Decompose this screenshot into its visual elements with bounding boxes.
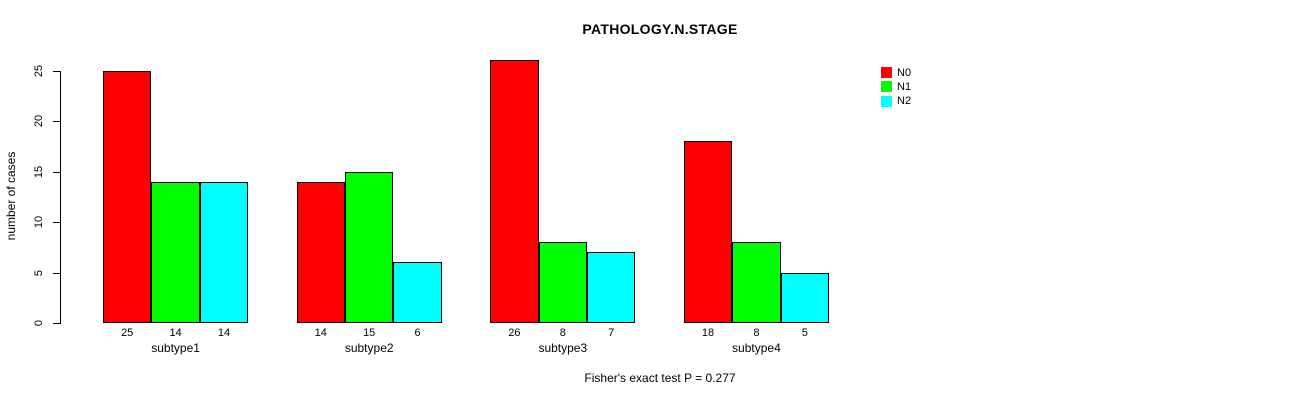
- bar-n0-subtype2: [296, 181, 345, 323]
- bar-value-label: 5: [801, 327, 808, 339]
- y-axis-tick: [53, 323, 60, 324]
- bar-value-label: 14: [314, 327, 327, 339]
- legend-label: N0: [897, 66, 912, 79]
- y-axis-tick-label: 0: [33, 319, 45, 327]
- y-axis-tick-label: 10: [33, 215, 45, 229]
- legend-item-n2: N2: [881, 95, 911, 107]
- bar-n2-subtype2: [393, 262, 442, 323]
- y-axis-tick-label: 15: [33, 165, 45, 178]
- bar-value-label: 8: [753, 327, 760, 339]
- legend-label: N2: [897, 95, 912, 107]
- category-label: subtype1: [151, 341, 200, 355]
- bar-value-label: 8: [559, 327, 566, 339]
- bar-n0-subtype3: [490, 60, 539, 323]
- bar-value-label: 26: [508, 327, 521, 339]
- bar-n1-subtype2: [345, 171, 394, 323]
- y-axis-tick-label: 20: [33, 114, 45, 128]
- y-axis-tick: [53, 272, 60, 274]
- legend-swatch-n2: [881, 95, 892, 107]
- bar-value-label: 15: [363, 327, 376, 339]
- legend-item-n1: N1: [881, 81, 911, 93]
- bar-n2-subtype1: [199, 181, 249, 323]
- legend-swatch-n1: [881, 81, 892, 93]
- legend-item-n0: N0: [881, 67, 911, 79]
- category-label: subtype3: [538, 341, 588, 355]
- bar-value-label: 14: [169, 327, 182, 339]
- bar-n0-subtype1: [103, 70, 152, 323]
- category-label: subtype4: [732, 341, 781, 355]
- y-axis-tick-label: 25: [33, 64, 45, 77]
- legend-swatch-n0: [881, 67, 892, 78]
- bar-value-label: 6: [414, 327, 421, 339]
- bar-n0-subtype4: [683, 141, 733, 323]
- footer-annotation: Fisher's exact test P = 0.277: [584, 371, 736, 385]
- y-axis-label: number of cases: [4, 151, 18, 241]
- bar-value-label: 7: [608, 327, 615, 339]
- bar-n2-subtype3: [587, 252, 636, 323]
- bar-n1-subtype1: [151, 181, 200, 323]
- y-axis-tick: [53, 70, 60, 72]
- chart-title: PATHOLOGY.N.STAGE: [582, 21, 738, 37]
- bar-value-label: 18: [701, 327, 715, 339]
- bar-n2-subtype4: [780, 272, 829, 323]
- y-axis-tick: [53, 171, 60, 173]
- bar-value-label: 14: [217, 327, 231, 339]
- bar-value-label: 25: [121, 327, 134, 339]
- y-axis-tick-label: 5: [33, 269, 45, 276]
- y-axis-tick: [53, 121, 60, 122]
- category-label: subtype2: [344, 341, 394, 355]
- y-axis-tick: [53, 222, 60, 223]
- legend-label: N1: [897, 80, 912, 93]
- bar-n1-subtype4: [732, 242, 781, 323]
- bar-n1-subtype3: [538, 242, 587, 323]
- y-axis-line: [60, 70, 61, 324]
